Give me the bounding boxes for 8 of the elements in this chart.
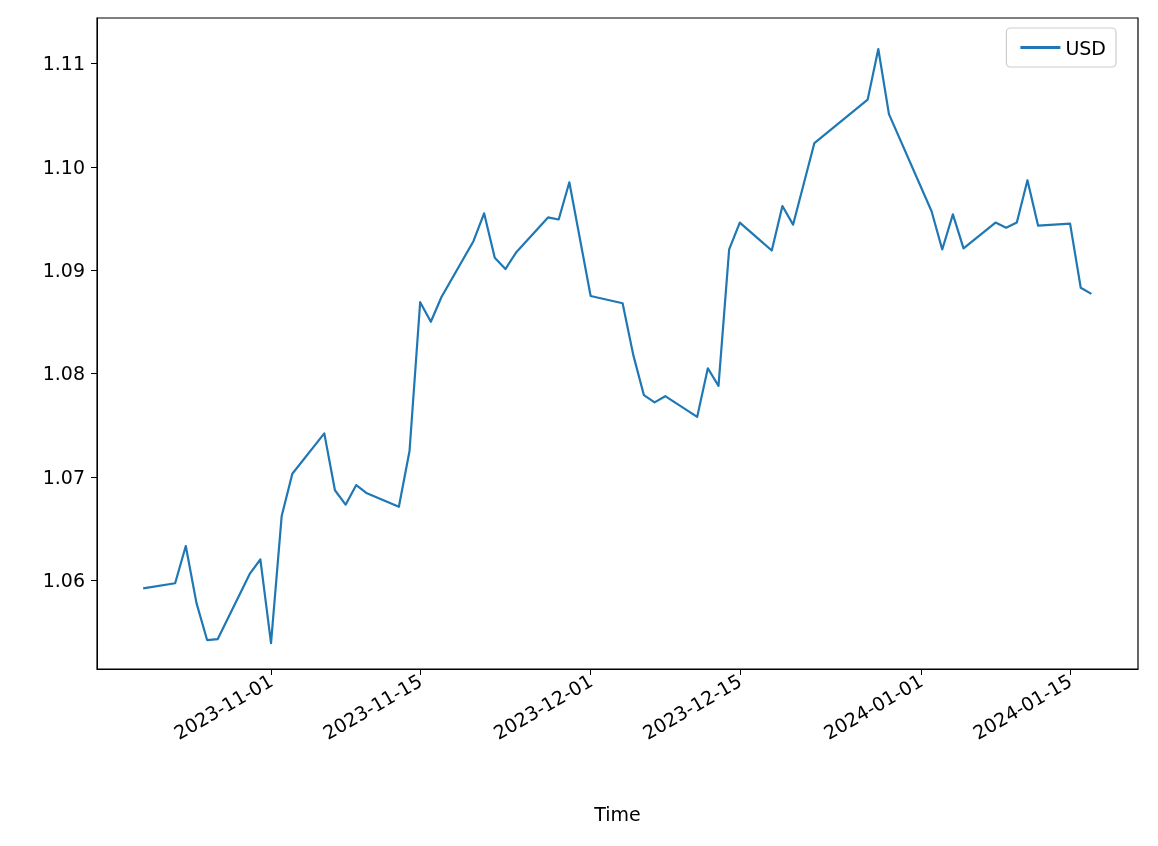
y-tick-label: 1.06 [42,569,85,592]
y-tick-label: 1.07 [42,465,85,488]
y-tick-label: 1.08 [42,362,85,385]
y-tick-label: 1.09 [42,259,85,282]
x-axis-title: Time [593,802,641,825]
y-tick-label: 1.11 [42,52,85,75]
y-tick-label: 1.10 [42,155,85,178]
legend-label: USD [1065,36,1107,59]
